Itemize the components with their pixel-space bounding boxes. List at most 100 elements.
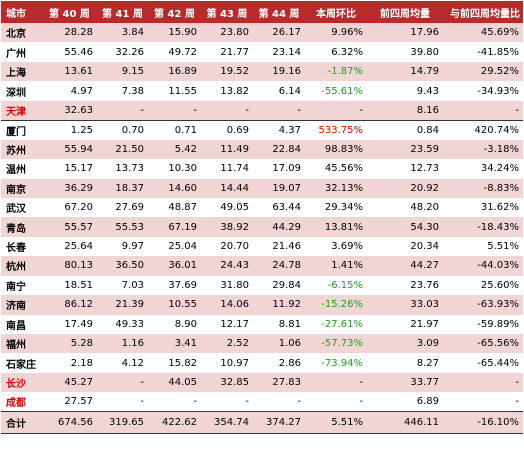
value-cell: - bbox=[245, 396, 249, 408]
city-cell: 北京 bbox=[6, 29, 26, 41]
vs-average-cell: 34.24% bbox=[480, 163, 519, 175]
value-cell: 33.03 bbox=[410, 299, 439, 311]
value-cell: 15.90 bbox=[168, 27, 197, 39]
value-cell: 11.55 bbox=[168, 85, 197, 97]
value-cell: - bbox=[193, 396, 197, 408]
value-cell: 14.44 bbox=[220, 182, 249, 194]
value-cell: 25.04 bbox=[168, 241, 197, 253]
vs-average-cell: -18.43% bbox=[477, 221, 519, 233]
value-cell: 25.64 bbox=[64, 241, 93, 253]
value-cell: 8.90 bbox=[174, 318, 197, 330]
weekly-change-cell: -73.94% bbox=[321, 357, 363, 369]
weekly-change-cell: - bbox=[359, 396, 363, 408]
value-cell: 67.20 bbox=[64, 202, 93, 214]
value-cell: 49.33 bbox=[115, 318, 144, 330]
value-cell: 1.25 bbox=[42, 119, 97, 140]
city-cell: 温州 bbox=[6, 165, 26, 177]
value-cell: 16.89 bbox=[168, 66, 197, 78]
value-cell: 48.20 bbox=[410, 202, 439, 214]
table-row: 苏州 55.94 21.50 5.42 11.49 22.84 98.83% 23.59 -3.… bbox=[1, 139, 523, 160]
value-cell: 4.12 bbox=[121, 357, 144, 369]
value-cell: 11.92 bbox=[272, 299, 301, 311]
value-cell: 10.30 bbox=[168, 163, 197, 175]
value-cell: 36.01 bbox=[168, 260, 197, 272]
value-cell: 19.52 bbox=[220, 66, 249, 78]
value-cell: 32.26 bbox=[115, 46, 144, 58]
vs-average-cell: 25.60% bbox=[480, 279, 519, 291]
value-cell: 19.07 bbox=[272, 182, 301, 194]
value-cell: 32.63 bbox=[64, 104, 93, 116]
table-row: 温州 15.17 13.73 10.30 11.74 17.09 45.56% 12.73 34… bbox=[1, 159, 523, 179]
value-cell: - bbox=[297, 396, 301, 408]
value-cell: 80.13 bbox=[64, 260, 93, 272]
value-cell: 21.50 bbox=[115, 143, 144, 155]
table-row: 长沙 45.27 - 44.05 32.85 27.83 - 33.77 - bbox=[1, 372, 523, 393]
city-cell: 南昌 bbox=[6, 320, 26, 332]
vs-average-cell: -3.18% bbox=[483, 143, 519, 155]
table-row: 杭州 80.13 36.50 36.01 24.43 24.78 1.41% 44.27 -44… bbox=[1, 256, 523, 276]
table-body: 北京 28.28 3.84 15.90 23.80 26.17 9.96% 17.96 45.6… bbox=[1, 23, 523, 435]
value-cell: 13.82 bbox=[220, 85, 249, 97]
city-cell: 长沙 bbox=[6, 379, 26, 391]
value-cell: 12.17 bbox=[220, 318, 249, 330]
total-value-cell: 5.51% bbox=[305, 411, 367, 435]
header-weekly-change: 本周环比 bbox=[316, 8, 356, 20]
value-cell: 44.27 bbox=[410, 260, 439, 272]
value-cell: 0.84 bbox=[367, 119, 443, 140]
vs-average-cell: - bbox=[515, 377, 519, 389]
vs-average-cell: 420.74% bbox=[443, 119, 523, 140]
city-cell: 上海 bbox=[6, 68, 26, 80]
value-cell: 21.77 bbox=[220, 46, 249, 58]
value-cell: 38.92 bbox=[220, 221, 249, 233]
city-cell: 成都 bbox=[6, 398, 26, 410]
value-cell: 45.27 bbox=[64, 377, 93, 389]
value-cell: 18.51 bbox=[64, 279, 93, 291]
value-cell: 4.37 bbox=[253, 119, 305, 140]
table-row: 石家庄 2.18 4.12 15.82 10.97 2.86 -73.94% 8.27 -65.… bbox=[1, 353, 523, 373]
value-cell: - bbox=[245, 104, 249, 116]
weekly-change-cell: 29.34% bbox=[324, 202, 363, 214]
city-cell: 深圳 bbox=[6, 87, 26, 99]
value-cell: 27.83 bbox=[272, 377, 301, 389]
city-sales-table: 城市 第 40 周 第 41 周 第 42 周 第 43 周 第 44 周 本周… bbox=[1, 1, 523, 435]
weekly-change-cell: 98.83% bbox=[324, 143, 363, 155]
value-cell: 44.05 bbox=[168, 377, 197, 389]
vs-average-cell: 45.69% bbox=[480, 27, 519, 39]
value-cell: 5.28 bbox=[70, 338, 93, 350]
weekly-change-cell: -27.61% bbox=[321, 318, 363, 330]
value-cell: 55.57 bbox=[64, 221, 93, 233]
weekly-change-cell: 9.96% bbox=[331, 27, 363, 39]
value-cell: - bbox=[140, 104, 144, 116]
value-cell: 3.41 bbox=[174, 338, 197, 350]
table-row: 成都 27.57 - - - - - 6.89 - bbox=[1, 392, 523, 412]
value-cell: 7.38 bbox=[121, 85, 144, 97]
total-value-cell: 319.65 bbox=[97, 411, 148, 435]
value-cell: 13.61 bbox=[64, 66, 93, 78]
value-cell: 23.80 bbox=[220, 27, 249, 39]
value-cell: 1.06 bbox=[278, 338, 301, 350]
header-week-41: 第 41 周 bbox=[102, 8, 143, 20]
header-week-40: 第 40 周 bbox=[49, 8, 90, 20]
vs-average-cell: 31.62% bbox=[480, 202, 519, 214]
value-cell: - bbox=[140, 377, 144, 389]
value-cell: 14.79 bbox=[410, 66, 439, 78]
total-row: 合计 674.56 319.65 422.62 354.74 374.27 5.51% 446… bbox=[1, 411, 523, 435]
value-cell: 20.70 bbox=[220, 241, 249, 253]
city-cell: 广州 bbox=[6, 48, 26, 60]
table-row: 济南 86.12 21.39 10.55 14.06 11.92 -15.26% 33.03 -… bbox=[1, 295, 523, 315]
value-cell: 55.53 bbox=[115, 221, 144, 233]
vs-average-cell: 29.52% bbox=[480, 66, 519, 78]
weekly-change-cell: - bbox=[359, 377, 363, 389]
vs-average-cell: - bbox=[515, 396, 519, 408]
header-week-43: 第 43 周 bbox=[206, 8, 248, 20]
value-cell: 29.84 bbox=[272, 279, 301, 291]
total-value-cell: 446.11 bbox=[367, 411, 443, 435]
value-cell: 21.97 bbox=[410, 318, 439, 330]
vs-average-cell: -34.93% bbox=[477, 85, 519, 97]
value-cell: 27.69 bbox=[115, 202, 144, 214]
value-cell: 3.09 bbox=[416, 338, 439, 350]
city-cell: 苏州 bbox=[6, 145, 26, 157]
value-cell: 37.69 bbox=[168, 279, 197, 291]
vs-average-cell: 5.51% bbox=[487, 241, 519, 253]
